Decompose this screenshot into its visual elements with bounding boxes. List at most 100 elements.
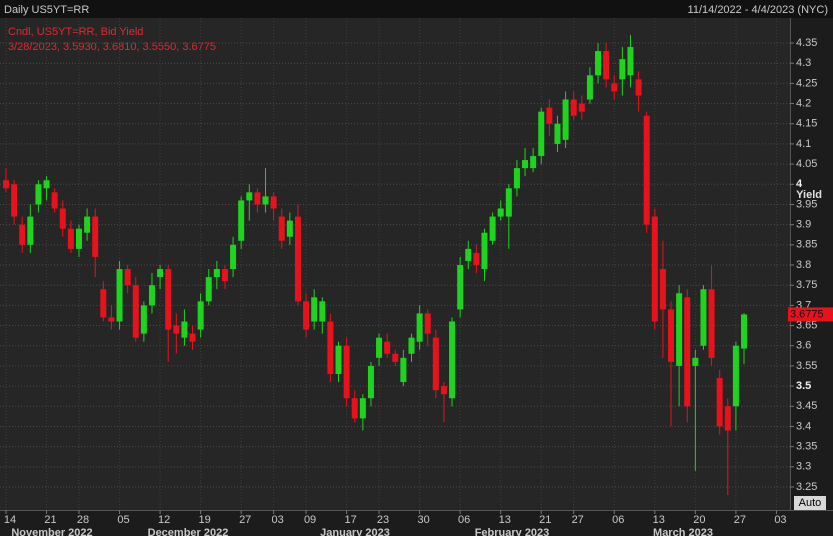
legend-detail: 3/28/2023, 3.5930, 3.6810, 3.5550, 3.677… [8, 41, 216, 53]
candle-body [578, 103, 585, 112]
candle-body [367, 365, 374, 399]
candle-body [659, 269, 666, 310]
candle-body [376, 337, 383, 358]
candle-body [708, 289, 715, 358]
candle-body [668, 309, 675, 362]
candle-body [157, 269, 164, 278]
x-tick-label: 21 [539, 514, 551, 526]
candle-body [359, 398, 366, 419]
y-tick-label: 3.3 [796, 461, 811, 473]
x-tick-label: 27 [239, 514, 251, 526]
x-tick-label: 20 [693, 514, 705, 526]
y-tick-label: 3.25 [796, 481, 817, 493]
y-tick-label: 4 [796, 178, 803, 190]
candle-body [254, 192, 261, 205]
month-label: November 2022 [11, 527, 92, 536]
candle-body [140, 305, 147, 334]
x-tick-label: 28 [77, 514, 89, 526]
candle-body [392, 353, 399, 362]
candle-body [489, 216, 496, 241]
x-tick-label: 21 [44, 514, 56, 526]
x-tick-label: 06 [612, 514, 624, 526]
candle-body [700, 289, 707, 346]
candle-body [651, 216, 658, 322]
candle-body [92, 216, 99, 257]
auto-button-label[interactable]: Auto [799, 497, 822, 509]
candle-body [124, 269, 131, 286]
candle-body [432, 337, 439, 391]
y-tick-label: 4.35 [796, 37, 817, 49]
x-tick-label: 19 [199, 514, 211, 526]
candle-body [270, 196, 277, 209]
candle-body [165, 269, 172, 330]
candle-body [603, 51, 610, 80]
last-price-tag [788, 307, 833, 322]
candle-body [67, 228, 74, 249]
candle-body [684, 297, 691, 407]
candle-body [294, 216, 301, 302]
candle-body [116, 269, 123, 322]
candle-body [546, 107, 553, 124]
candle-body [692, 357, 699, 366]
candle-body [132, 285, 139, 338]
y-tick-label: 4.1 [796, 138, 811, 150]
header-bar [0, 0, 833, 18]
y-tick-label: 3.4 [796, 420, 811, 432]
candle-body [416, 313, 423, 342]
candle-body [19, 224, 26, 245]
y-tick-label: 3.9 [796, 219, 811, 231]
x-tick-label: 17 [344, 514, 356, 526]
y-tick-label: 3.45 [796, 400, 817, 412]
candle-body [148, 285, 155, 306]
candle-body [303, 301, 310, 330]
candle-body [108, 317, 115, 322]
candle-body [449, 321, 456, 399]
candle-body [221, 269, 228, 282]
candle-body [213, 269, 220, 278]
candle-body [440, 386, 447, 395]
x-tick-label: 14 [4, 514, 16, 526]
candle-body [181, 321, 188, 338]
auto-button[interactable] [794, 496, 826, 510]
candle-body [351, 398, 358, 419]
candle-body [530, 156, 537, 169]
y-tick-label: 3.55 [796, 360, 817, 372]
candle-body [84, 216, 91, 233]
candle-body [562, 99, 569, 140]
candle-body [238, 200, 245, 241]
y-tick-label: 4.05 [796, 158, 817, 170]
candle-body [611, 83, 618, 92]
y-tick-label: 3.75 [796, 279, 817, 291]
candle-body [538, 111, 545, 157]
candle-body [311, 297, 318, 322]
candle-body [716, 378, 723, 427]
y-tick-label: 4.2 [796, 97, 811, 109]
candle-body [465, 248, 472, 261]
month-label: January 2023 [320, 527, 390, 536]
y-tick-label: 3.35 [796, 441, 817, 453]
x-tick-label: 06 [458, 514, 470, 526]
x-tick-label: 12 [158, 514, 170, 526]
candle-body [319, 301, 326, 322]
x-tick-label: 03 [774, 514, 786, 526]
y-tick-label: 3.6 [796, 340, 811, 352]
candle-body [343, 345, 350, 399]
candle-body [570, 99, 577, 116]
candle-body [400, 357, 407, 383]
x-tick-label: 13 [653, 514, 665, 526]
candle-body [173, 325, 180, 334]
candle-body [335, 345, 342, 374]
candle-body [327, 321, 334, 374]
x-tick-label: 27 [572, 514, 584, 526]
candle-body [741, 314, 748, 349]
candle-body [59, 208, 66, 229]
candle-body [27, 216, 34, 245]
candle-body [75, 228, 82, 249]
candle-body [481, 232, 488, 270]
candle-body [732, 345, 739, 407]
last-price-label: 3.6775 [790, 308, 824, 320]
candle-body [724, 406, 731, 431]
month-label: February 2023 [475, 527, 550, 536]
candle-body [100, 289, 107, 318]
x-tick-label: 09 [304, 514, 316, 526]
